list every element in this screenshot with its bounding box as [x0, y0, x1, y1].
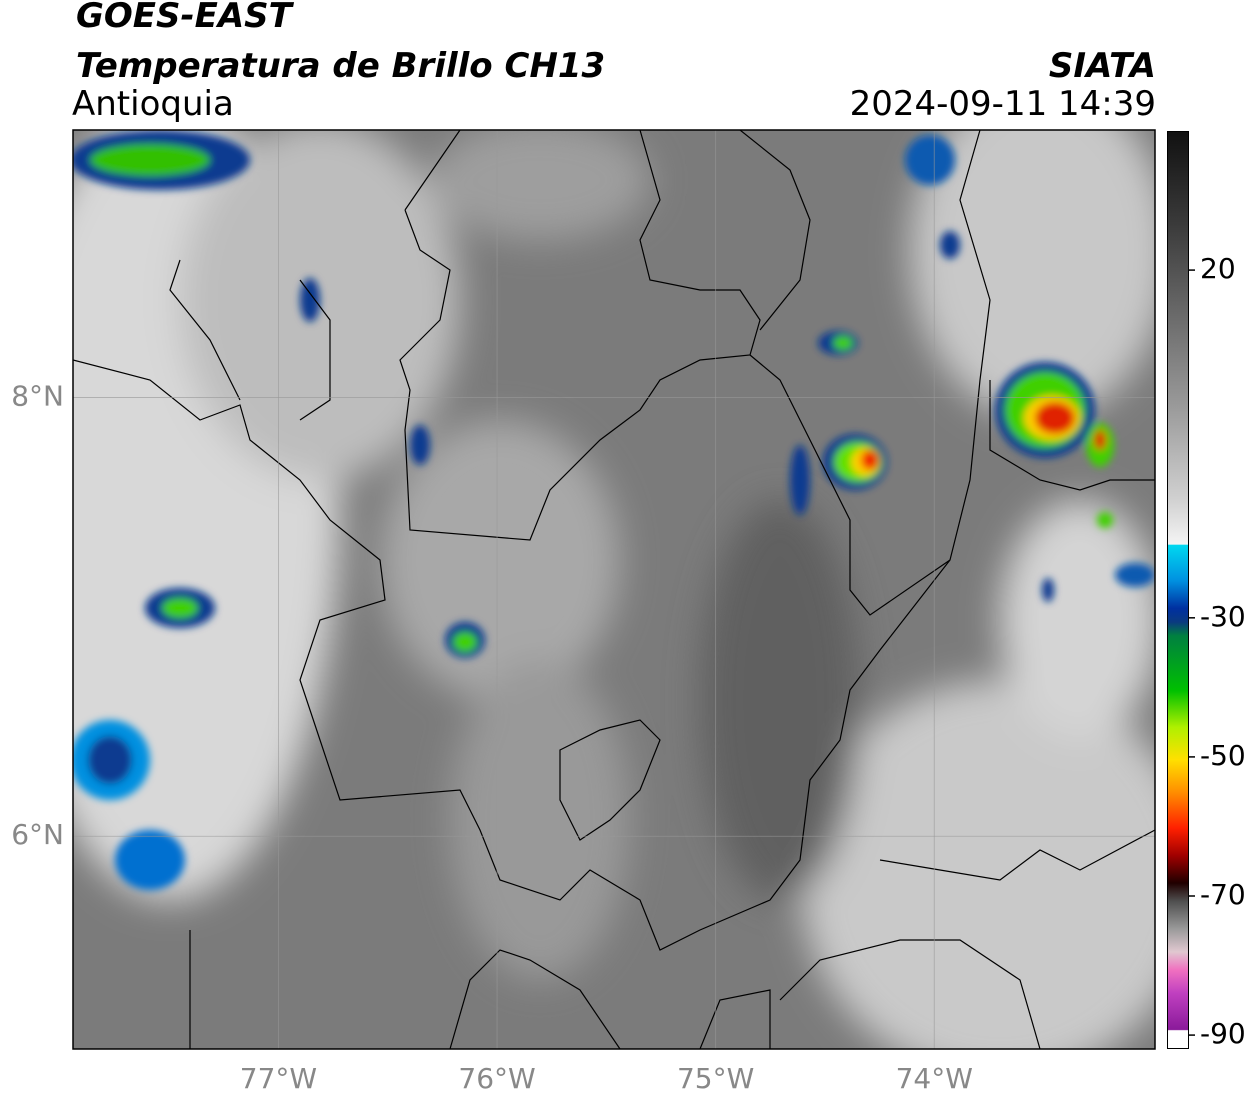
- colorbar-tick-label: -90: [1200, 1017, 1246, 1050]
- y-tick-label: 6°N: [11, 818, 64, 851]
- region: Antioquia: [72, 84, 234, 124]
- colorbar-tick-label: -70: [1200, 878, 1246, 911]
- x-tick-label: 77°W: [240, 1062, 317, 1095]
- colorbar: [1167, 131, 1189, 1049]
- colorbar-tick-label: 20: [1200, 252, 1236, 285]
- title: GOES-EAST: [76, 0, 292, 36]
- colorbar-tick-label: -50: [1200, 739, 1246, 772]
- source: SIATA: [1048, 46, 1156, 86]
- imagery: [73, 130, 1155, 1049]
- datetime: 2024-09-11 14:39: [849, 84, 1156, 124]
- map-frame: [72, 129, 1156, 1050]
- x-tick-label: 74°W: [896, 1062, 973, 1095]
- borders: [73, 130, 1155, 1049]
- colorbar-tick-label: -30: [1200, 600, 1246, 633]
- subtitle: Temperatura de Brillo CH13: [76, 46, 606, 86]
- x-tick-label: 76°W: [458, 1062, 535, 1095]
- x-tick-label: 75°W: [677, 1062, 754, 1095]
- y-tick-label: 8°N: [11, 380, 64, 413]
